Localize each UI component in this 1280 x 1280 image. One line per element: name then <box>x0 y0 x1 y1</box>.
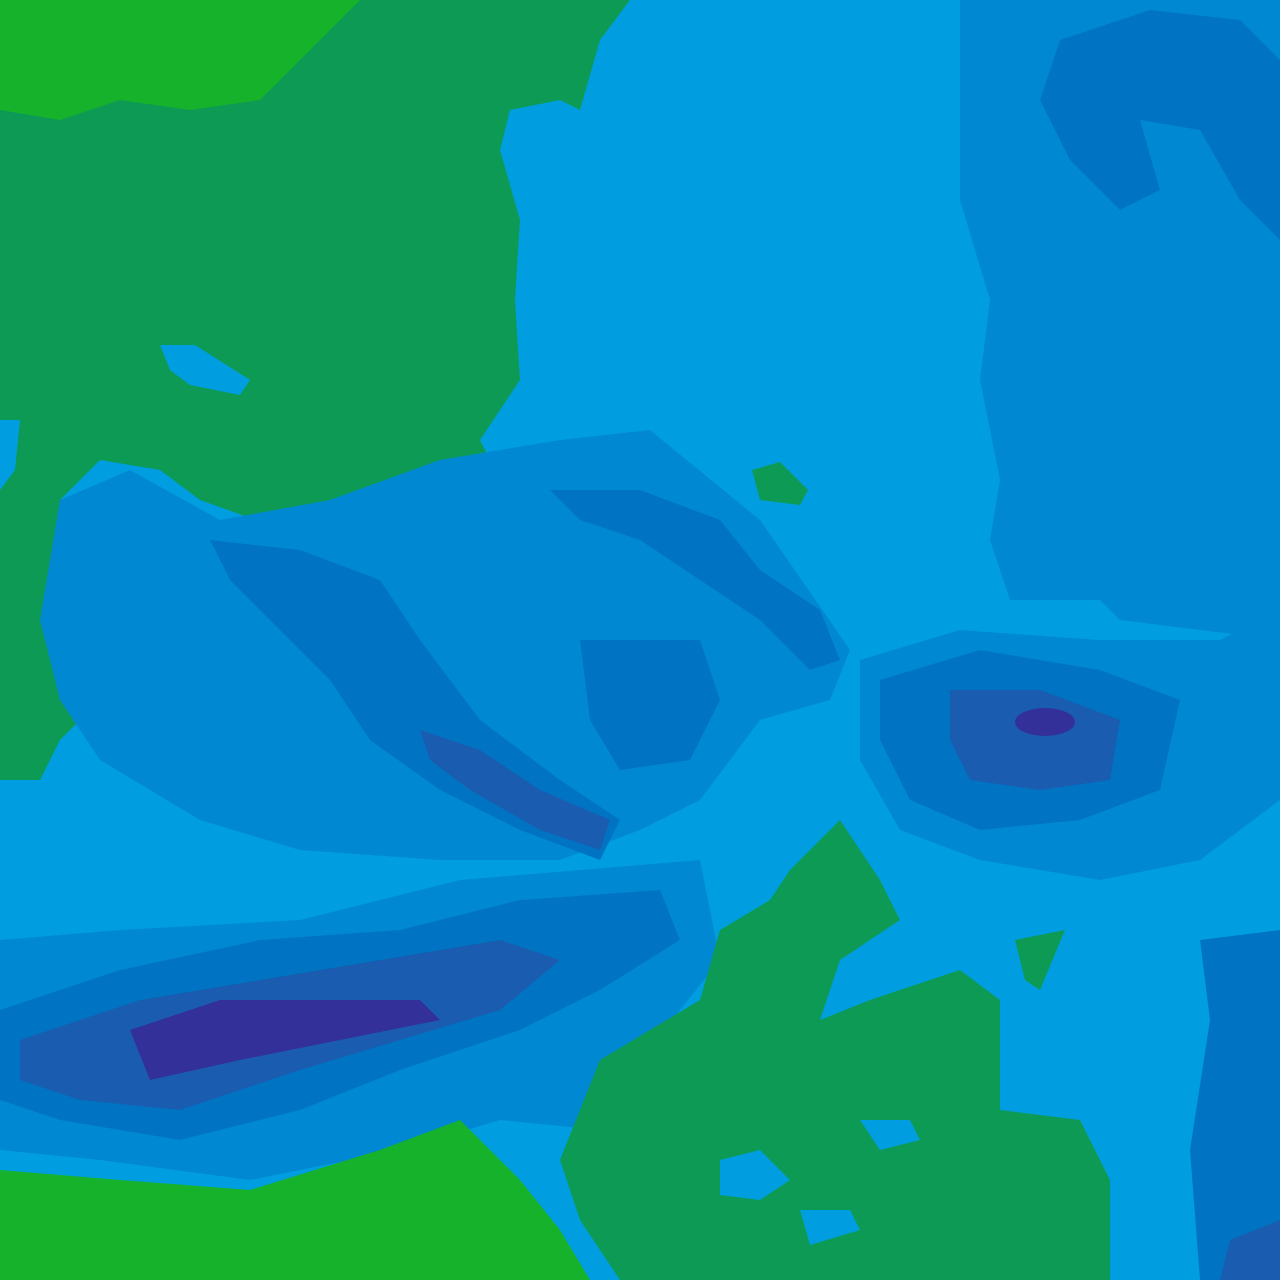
island-central <box>752 462 808 505</box>
region-south-bright-lowland <box>0 1120 590 1280</box>
region-east-edge-high <box>1190 930 1280 1280</box>
peak-east <box>1015 708 1075 736</box>
region-central-high-3 <box>580 640 720 770</box>
island-east <box>1015 930 1065 990</box>
region-southeast-lowland <box>560 820 1110 1280</box>
lake-southeast-3 <box>800 1210 860 1245</box>
region-east-higher <box>950 690 1120 790</box>
range-south-peak <box>130 1000 440 1080</box>
lake-northwest <box>160 345 250 395</box>
region-southeast-corner-higher <box>1220 1220 1280 1280</box>
lake-west <box>0 420 20 490</box>
ridge-central-higher <box>420 730 610 850</box>
region-northwest-bright <box>0 0 360 120</box>
lake-southeast-1 <box>720 1150 790 1200</box>
region-northwest-lowland <box>0 0 630 780</box>
lake-southeast-2 <box>860 1120 920 1150</box>
region-northeast-mid <box>960 0 1280 640</box>
region-northeast-high <box>1040 10 1280 240</box>
region-central-high-2 <box>550 490 840 670</box>
